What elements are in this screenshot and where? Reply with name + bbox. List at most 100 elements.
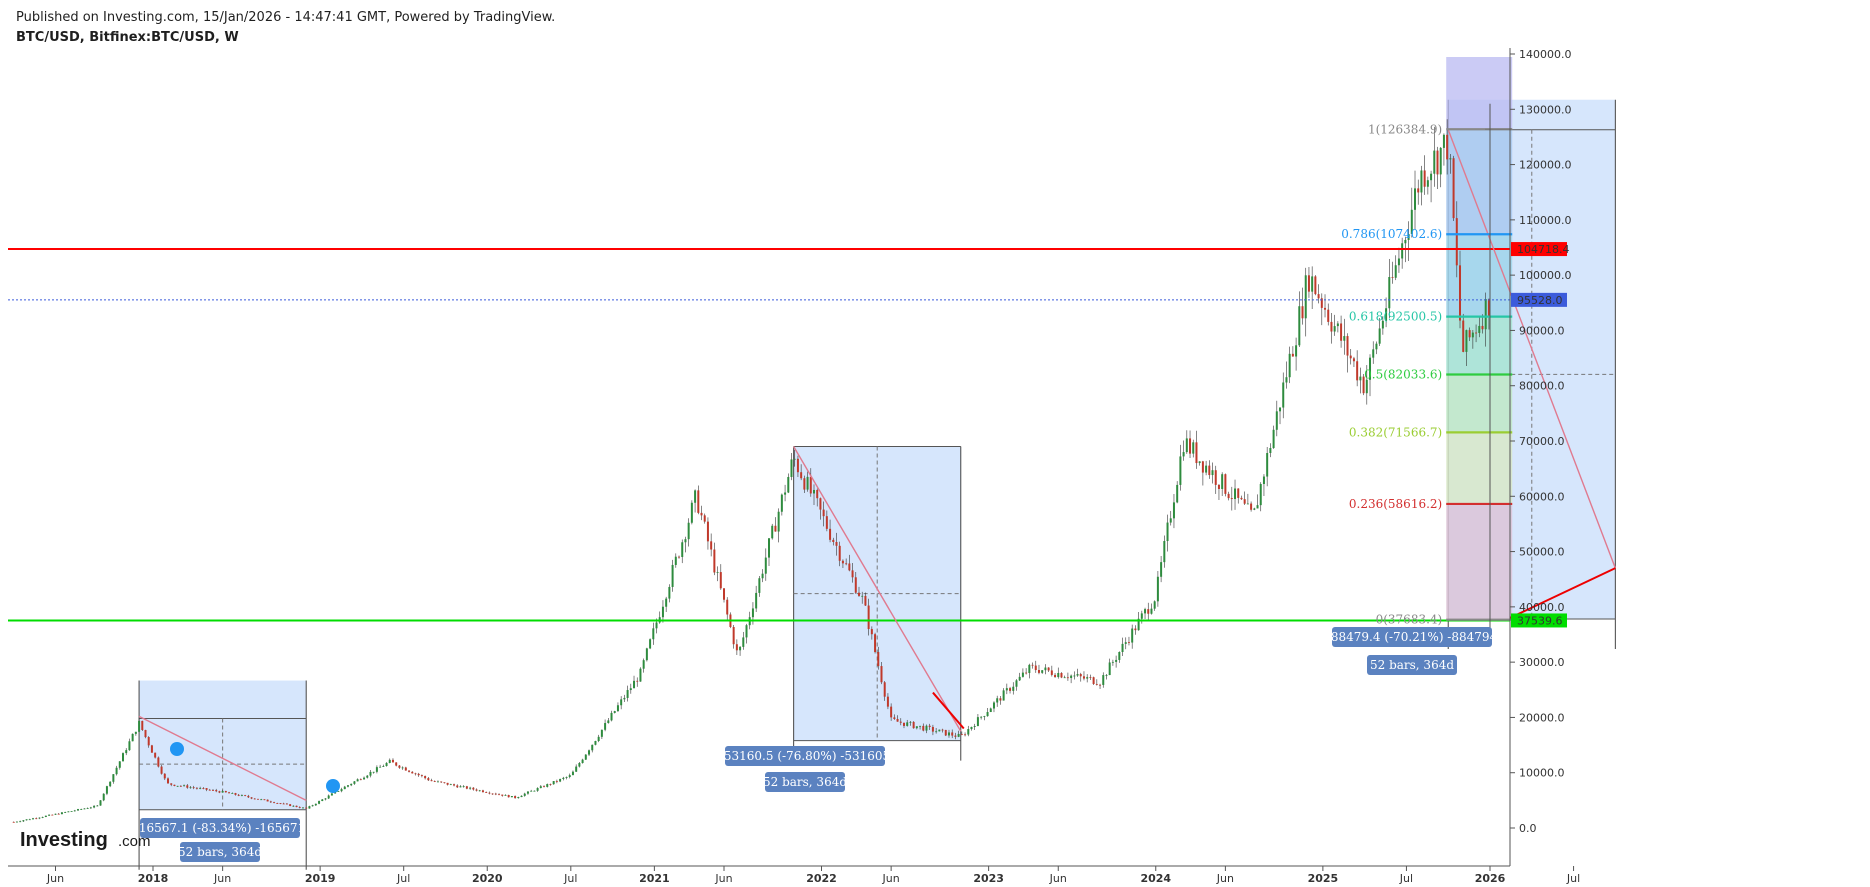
candle-body <box>1163 541 1166 563</box>
candle-body <box>1166 522 1169 542</box>
candle-body <box>1079 674 1082 677</box>
candle-body <box>1050 670 1053 675</box>
candle-body <box>530 790 533 792</box>
candle-body <box>211 790 214 791</box>
candle-body <box>523 793 526 796</box>
candle-body <box>1205 465 1208 473</box>
candle-body <box>1160 562 1163 577</box>
candle-body <box>1025 672 1028 674</box>
candle-body <box>514 796 517 799</box>
candle-body <box>764 557 767 574</box>
fib-zone-4 <box>1446 432 1513 504</box>
candle-body <box>1414 188 1417 210</box>
candle-body <box>1140 613 1143 619</box>
candle-body <box>269 801 272 803</box>
candle-body <box>462 786 465 788</box>
candle-body <box>649 639 652 649</box>
candle-body <box>613 711 616 713</box>
candle-body <box>1028 664 1031 674</box>
candle-body <box>848 563 851 571</box>
candle-body <box>420 775 423 777</box>
candle-body <box>874 634 877 653</box>
candle-body <box>77 809 80 811</box>
candle-body <box>822 509 825 517</box>
candle-body <box>687 522 690 540</box>
candle-body <box>1237 488 1240 498</box>
candle-body <box>616 705 619 712</box>
candle-body <box>83 808 86 810</box>
candle-body <box>999 698 1002 701</box>
candle-body <box>1102 675 1105 685</box>
candle-body <box>645 648 648 661</box>
candle-body <box>877 652 880 667</box>
candle-body <box>1227 493 1230 499</box>
x-tick-label: Jun <box>1216 872 1234 885</box>
candle-body <box>105 786 108 794</box>
candle-body <box>684 539 687 543</box>
candle-body <box>1234 488 1237 500</box>
candle-body <box>1304 275 1307 319</box>
candle-body <box>195 787 198 789</box>
candle-body <box>414 773 417 775</box>
candle-body <box>1256 505 1259 509</box>
candle-body <box>472 787 475 790</box>
candle-body <box>391 759 394 763</box>
candle-body <box>1060 672 1063 678</box>
candle-body <box>784 492 787 495</box>
candle-body <box>906 722 909 726</box>
pivot-marker-icon <box>326 779 340 793</box>
candle-body <box>973 726 976 727</box>
candle-body <box>1108 662 1111 676</box>
candle-body <box>1198 461 1201 464</box>
candle-body <box>436 781 439 783</box>
candle-body <box>1484 299 1487 330</box>
candle-body <box>1259 483 1262 506</box>
candle-body <box>970 726 973 730</box>
candle-body <box>780 494 783 512</box>
candle-body <box>433 781 436 782</box>
candle-body <box>1330 321 1333 332</box>
candle-body <box>1446 134 1449 160</box>
current-price-badge-text: 95528.0 <box>1517 294 1563 307</box>
x-tick-label: Jun <box>1049 872 1067 885</box>
candle-body <box>1121 643 1124 652</box>
candle-body <box>947 732 950 736</box>
candle-body <box>1391 276 1394 278</box>
drawings-layer: 1(126384.9) 0.786(107402.6) 0.618(92500.5)… <box>8 103 1616 862</box>
candle-body <box>160 766 163 774</box>
candle-body <box>388 759 391 763</box>
candle-body <box>1137 618 1140 631</box>
x-tick-label: Jun <box>213 872 231 885</box>
candle-body <box>443 782 446 784</box>
candle-body <box>1144 609 1147 614</box>
candle-body <box>60 812 63 815</box>
candle-body <box>1394 265 1397 278</box>
x-tick-label: 2019 <box>305 872 336 885</box>
candle-body <box>109 781 112 787</box>
candle-body <box>1208 465 1211 476</box>
candle-body <box>1288 353 1291 378</box>
candle-body <box>751 608 754 618</box>
candle-body <box>215 790 218 792</box>
candle-body <box>314 803 317 806</box>
candle-body <box>1372 349 1375 358</box>
candle-body <box>1009 688 1012 691</box>
candle-body <box>138 720 141 732</box>
candle-body <box>343 786 346 790</box>
candle-body <box>517 797 520 799</box>
fib-label-5: 0.236(58616.2) <box>1349 497 1442 511</box>
candle-body <box>170 783 173 785</box>
candle-body <box>1385 308 1388 321</box>
candle-body <box>539 786 542 789</box>
x-tick-label: 2018 <box>138 872 169 885</box>
candle-body <box>318 801 321 804</box>
candle-body <box>510 796 513 798</box>
candle-body <box>742 637 745 647</box>
candle-body <box>440 781 443 783</box>
published-note: Published on Investing.com, 15/Jan/2026 … <box>16 10 556 25</box>
candle-body <box>1375 343 1378 350</box>
candle-body <box>256 798 259 800</box>
candle-body <box>224 791 227 793</box>
candle-body <box>491 793 494 795</box>
